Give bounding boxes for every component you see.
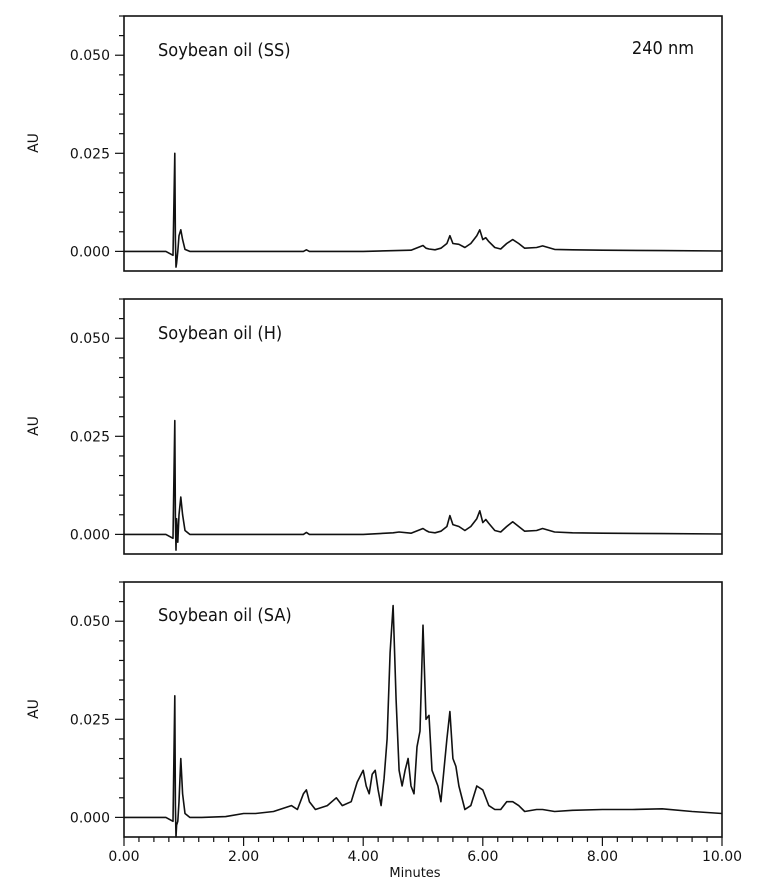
y-tick-label: 0.025	[70, 429, 110, 445]
panel-h-title: Soybean oil (H)	[158, 323, 282, 344]
x-tick-label: 0.00	[108, 849, 139, 865]
panel-h-y-axis: 0.000 0.025 0.050	[70, 298, 124, 543]
panel-sa-x-axis: 0.00 2.00 4.00 6.00 8.00 10.00	[108, 837, 742, 865]
y-tick-label: 0.000	[70, 244, 110, 260]
y-tick-label: 0.000	[70, 810, 110, 826]
x-tick-label: 6.00	[467, 849, 498, 865]
panel-h-trace	[124, 419, 723, 551]
panel-sa-trace	[124, 604, 723, 838]
y-tick-label: 0.050	[70, 614, 110, 630]
wavelength-annotation: 240 nm	[632, 38, 694, 59]
x-tick-label: 10.00	[702, 849, 742, 865]
x-tick-label: 2.00	[228, 849, 259, 865]
y-tick-label: 0.000	[70, 527, 110, 543]
panel-h: Soybean oil (H) AU 0.000 0.025 0.050	[26, 298, 723, 555]
panel-h-frame	[123, 298, 723, 555]
panel-sa: Soybean oil (SA) AU 0.000 0.025 0.050 0.00…	[26, 581, 742, 881]
y-tick-label: 0.025	[70, 712, 110, 728]
panel-ss: Soybean oil (SS) 240 nm AU 0.0000.0250.0…	[26, 15, 723, 272]
panel-ss-trace	[124, 152, 723, 268]
y-tick-label: 0.050	[70, 331, 110, 347]
panel-ss-ylabel: AU	[26, 133, 42, 153]
panel-sa-ylabel: AU	[26, 699, 42, 719]
panel-ss-title: Soybean oil (SS)	[158, 40, 291, 61]
y-tick-label: 0.025	[70, 146, 110, 162]
x-tick-label: 8.00	[587, 849, 618, 865]
x-axis-label: Minutes	[389, 866, 440, 881]
panel-sa-y-axis: 0.000 0.025 0.050	[70, 581, 124, 826]
y-tick-label: 0.050	[70, 48, 110, 64]
x-tick-label: 4.00	[348, 849, 379, 865]
panel-ss-frame	[123, 15, 723, 272]
panel-sa-title: Soybean oil (SA)	[158, 605, 292, 626]
panel-ss-y-axis: 0.000 0.025 0.050	[70, 15, 124, 260]
panel-h-ylabel: AU	[26, 416, 42, 436]
